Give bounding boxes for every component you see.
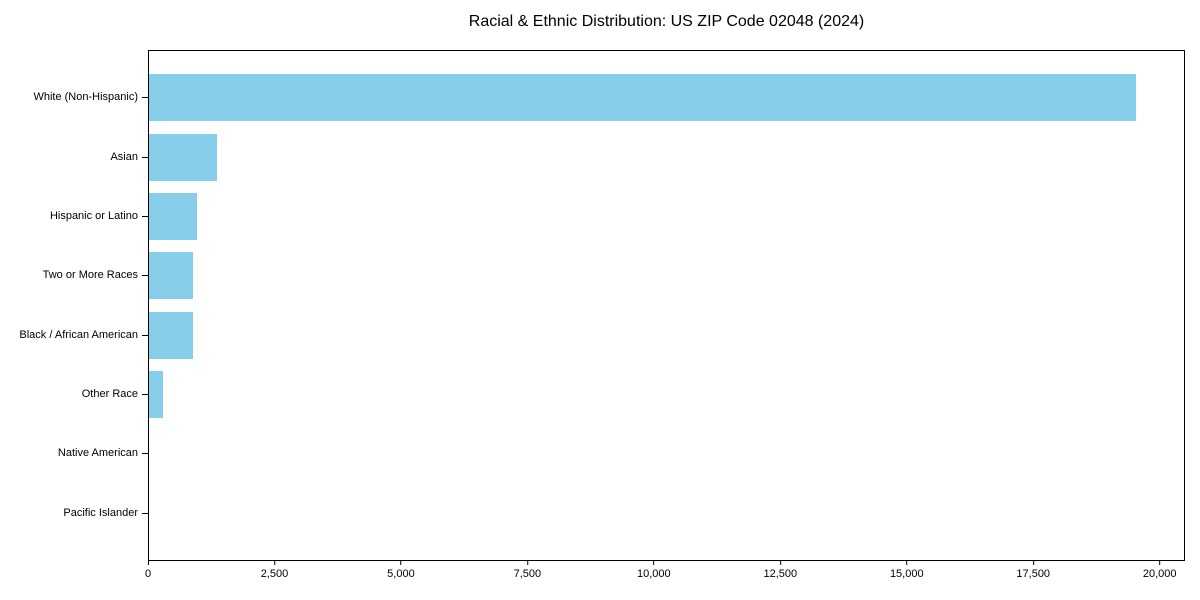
x-tick-mark (1159, 560, 1161, 565)
x-tick: 17,500 (1016, 560, 1050, 580)
y-tick-mark (142, 512, 148, 514)
y-axis-label: Pacific Islander (63, 506, 138, 519)
x-tick-label: 10,000 (637, 568, 671, 580)
bar (149, 311, 193, 359)
bar-row: Two or More Races (43, 246, 1184, 305)
x-tick-mark (906, 560, 908, 565)
x-tick-label: 20,000 (1142, 568, 1177, 580)
bar-row: Hispanic or Latino (50, 187, 1184, 246)
chart-title: Racial & Ethnic Distribution: US ZIP Cod… (468, 13, 865, 30)
x-tick-label: 2,500 (260, 568, 289, 580)
bars-container: White (Non-Hispanic) Asian Hispanic or Lat… (19, 51, 1184, 560)
bar (149, 133, 217, 181)
x-axis: 0 2,500 5,000 7,500 10,000 12,500 15,000 17,500… (145, 560, 1185, 586)
y-tick-mark (142, 453, 148, 455)
x-tick-mark (273, 560, 275, 565)
bar (149, 371, 163, 419)
y-tick-mark (142, 275, 148, 277)
x-tick-label: 5,000 (387, 568, 415, 580)
x-tick-label: 0 (144, 568, 152, 580)
x-tick-label: 17,500 (1016, 568, 1051, 580)
x-tick: 15,000 (890, 560, 924, 580)
bar (149, 252, 194, 300)
x-tick: 20,000 (1143, 560, 1177, 580)
x-tick: 5,000 (387, 560, 415, 580)
y-tick-mark (142, 97, 148, 99)
bar-row: Pacific Islander (63, 484, 1184, 543)
y-axis-label: Black / African American (19, 328, 138, 341)
bar-row: Other Race (82, 365, 1184, 424)
y-tick-mark (142, 334, 148, 336)
y-axis-label: Hispanic or Latino (49, 209, 138, 222)
x-tick: 0 (145, 560, 151, 580)
bar-row: Asian (110, 127, 1184, 186)
x-tick-mark (147, 560, 149, 565)
x-tick-mark (1032, 560, 1034, 565)
y-tick-mark (142, 156, 148, 158)
y-axis-label: Other Race (81, 388, 138, 401)
x-tick-label: 15,000 (889, 568, 924, 580)
x-tick: 2,500 (260, 560, 289, 580)
x-tick-mark (526, 560, 528, 565)
bar (149, 74, 1137, 122)
x-tick-label: 12,500 (763, 568, 798, 580)
y-tick-mark (142, 394, 148, 396)
x-tick-label: 7,500 (513, 568, 542, 580)
y-axis-label: Native American (57, 447, 138, 460)
x-tick: 7,500 (513, 560, 542, 580)
plot-area: White (Non-Hispanic) Asian Hispanic or Lat… (19, 50, 1185, 561)
x-tick: 12,500 (763, 560, 797, 580)
x-tick-mark (653, 560, 655, 565)
x-tick-mark (779, 560, 781, 565)
y-axis-label: Asian (110, 150, 138, 163)
x-tick-mark (400, 560, 402, 565)
bar (149, 192, 198, 240)
y-axis-label: White (Non-Hispanic) (33, 91, 138, 104)
bar-row: White (Non-Hispanic) (33, 68, 1184, 127)
y-tick-mark (142, 215, 148, 217)
y-axis-label: Two or More Races (42, 269, 138, 282)
bar-row: Black / African American (19, 306, 1184, 365)
x-tick: 10,000 (637, 560, 671, 580)
bar-row: Native American (58, 424, 1184, 483)
